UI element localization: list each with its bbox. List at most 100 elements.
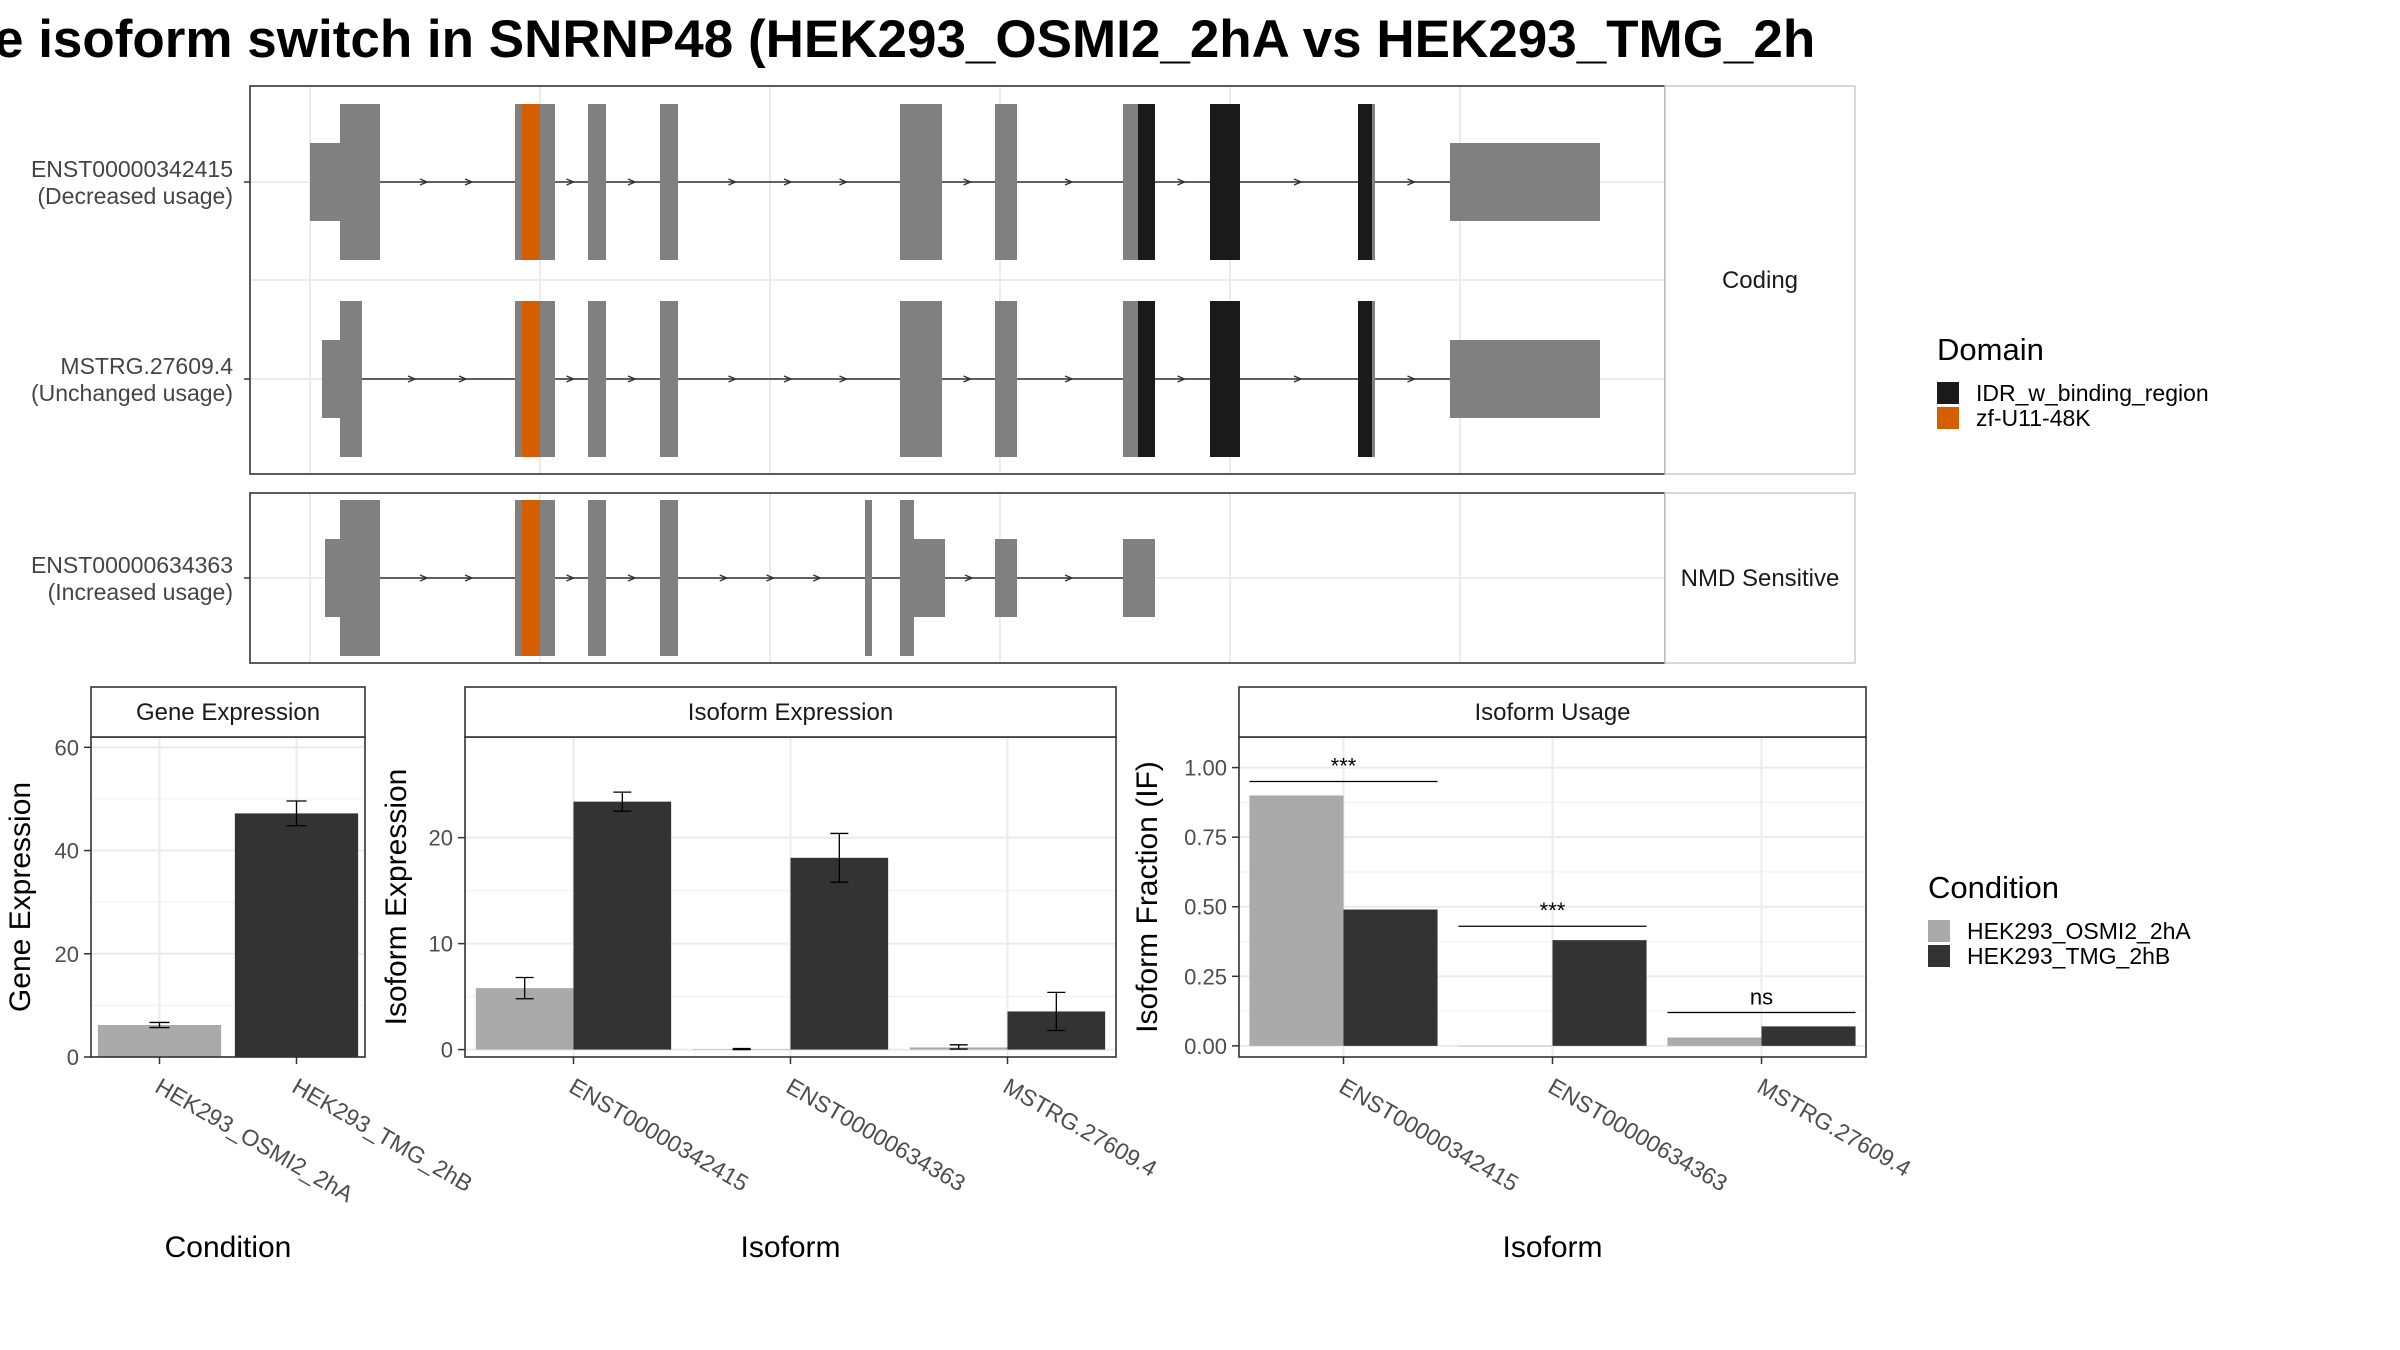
bar: [1667, 1037, 1762, 1046]
coding-exon: [660, 301, 678, 457]
domain-legend-label: IDR_w_binding_region: [1976, 380, 2209, 406]
page-title: e isoform switch in SNRNP48 (HEK293_OSMI…: [0, 10, 1815, 69]
coding-exon: [995, 301, 1017, 457]
chart-title: Isoform Usage: [1474, 699, 1630, 726]
transcript-label: ENST00000634363: [31, 552, 233, 578]
y-tick-label: 10: [429, 932, 453, 957]
y-tick-label: 1.00: [1184, 756, 1227, 781]
intron-arrow: [783, 178, 793, 186]
condition-legend-swatch: [1928, 920, 1950, 942]
coding-exon: [588, 500, 606, 656]
intron-arrow: [419, 178, 429, 186]
significance-label: ***: [1331, 754, 1357, 779]
significance-label: ns: [1750, 984, 1773, 1009]
y-axis-label: Isoform Expression: [380, 769, 413, 1026]
y-tick-label: 0.75: [1184, 825, 1227, 850]
y-axis-label: Isoform Fraction (IF): [1131, 761, 1164, 1033]
intron-arrow: [728, 178, 738, 186]
intron-arrow: [627, 375, 637, 383]
condition-legend-label: HEK293_OSMI2_2hA: [1967, 918, 2191, 944]
intron-arrow: [1064, 375, 1074, 383]
bar: [573, 801, 672, 1050]
condition-legend-swatch: [1928, 945, 1950, 967]
bar: [1552, 940, 1647, 1046]
intron-arrow: [1407, 178, 1417, 186]
intron-arrow: [783, 375, 793, 383]
intron-arrow: [627, 178, 637, 186]
domain-region: [1358, 301, 1372, 457]
y-tick-label: 0.25: [1184, 964, 1227, 989]
coding-exon: [588, 104, 606, 260]
coding-exon: [340, 500, 380, 656]
intron-arrow: [407, 375, 417, 383]
coding-exon: [588, 301, 606, 457]
x-tick-label: MSTRG.27609.4: [1753, 1073, 1916, 1182]
coding-exon: [660, 500, 678, 656]
chart-title: Isoform Expression: [688, 699, 893, 726]
coding-exon: [340, 301, 362, 457]
bar: [234, 813, 359, 1057]
x-tick-label: ENST00000634363: [782, 1073, 970, 1197]
intron-arrow: [458, 375, 468, 383]
y-axis-label: Gene Expression: [4, 782, 37, 1012]
domain-region: [1138, 301, 1155, 457]
x-axis-label: Isoform: [1502, 1231, 1602, 1264]
y-tick-label: 40: [55, 839, 79, 864]
transcript-usage-label: (Unchanged usage): [31, 380, 233, 406]
intron-arrow: [1293, 178, 1303, 186]
utr-exon: [914, 539, 945, 617]
domain-legend-title: Domain: [1937, 332, 2044, 367]
x-tick-label: ENST00000342415: [565, 1073, 753, 1197]
transcript-label: ENST00000342415: [31, 156, 233, 182]
x-axis-label: Condition: [165, 1231, 292, 1264]
domain-legend-label: zf-U11-48K: [1976, 405, 2091, 431]
intron-arrow: [766, 574, 776, 582]
coding-exon: [660, 104, 678, 260]
intron-arrow: [1177, 375, 1187, 383]
transcript-usage-label: (Decreased usage): [37, 183, 233, 209]
intron-arrow: [1293, 375, 1303, 383]
intron-arrow: [964, 574, 974, 582]
domain-legend-swatch: [1937, 382, 1959, 404]
domain-region: [522, 104, 540, 260]
intron-arrow: [963, 178, 973, 186]
intron-arrow: [1177, 178, 1187, 186]
transcript-usage-label: (Increased usage): [48, 579, 233, 605]
significance-label: ***: [1540, 898, 1566, 923]
y-tick-label: 0: [441, 1038, 453, 1063]
coding-exon: [900, 500, 914, 656]
condition-legend-label: HEK293_TMG_2hB: [1967, 943, 2170, 969]
intron-arrow: [1064, 574, 1074, 582]
utr-exon: [322, 340, 340, 418]
intron-arrow: [963, 375, 973, 383]
chart-strip: [464, 686, 1117, 738]
condition-legend-title: Condition: [1928, 870, 2059, 905]
utr-exon: [310, 143, 340, 221]
intron-arrow: [566, 574, 576, 582]
bar: [1761, 1026, 1856, 1046]
intron-arrow: [839, 375, 849, 383]
x-tick-label: ENST00000634363: [1544, 1073, 1732, 1197]
intron-arrow: [419, 574, 429, 582]
x-tick-label: MSTRG.27609.4: [999, 1073, 1162, 1182]
domain-region: [522, 500, 540, 656]
y-tick-label: 0.50: [1184, 895, 1227, 920]
facet-strip: [1664, 492, 1856, 664]
facet-strip-label: Coding: [1722, 267, 1798, 294]
domain-region: [1138, 104, 1155, 260]
transcript-structure: ENST00000342415(Decreased usage) MSTRG.27…: [31, 85, 1856, 664]
bar: [790, 857, 889, 1050]
y-tick-label: 20: [55, 942, 79, 967]
intron-arrow: [1064, 178, 1074, 186]
chart-strip: [1238, 686, 1867, 738]
intron-arrow: [464, 178, 474, 186]
intron-arrow: [627, 574, 637, 582]
bar: [1343, 909, 1438, 1046]
coding-exon: [340, 104, 380, 260]
x-axis-label: Isoform: [740, 1231, 840, 1264]
domain-region: [1210, 301, 1240, 457]
facet-strip: [1664, 85, 1856, 475]
utr-exon: [325, 539, 340, 617]
utr-exon: [1123, 539, 1155, 617]
